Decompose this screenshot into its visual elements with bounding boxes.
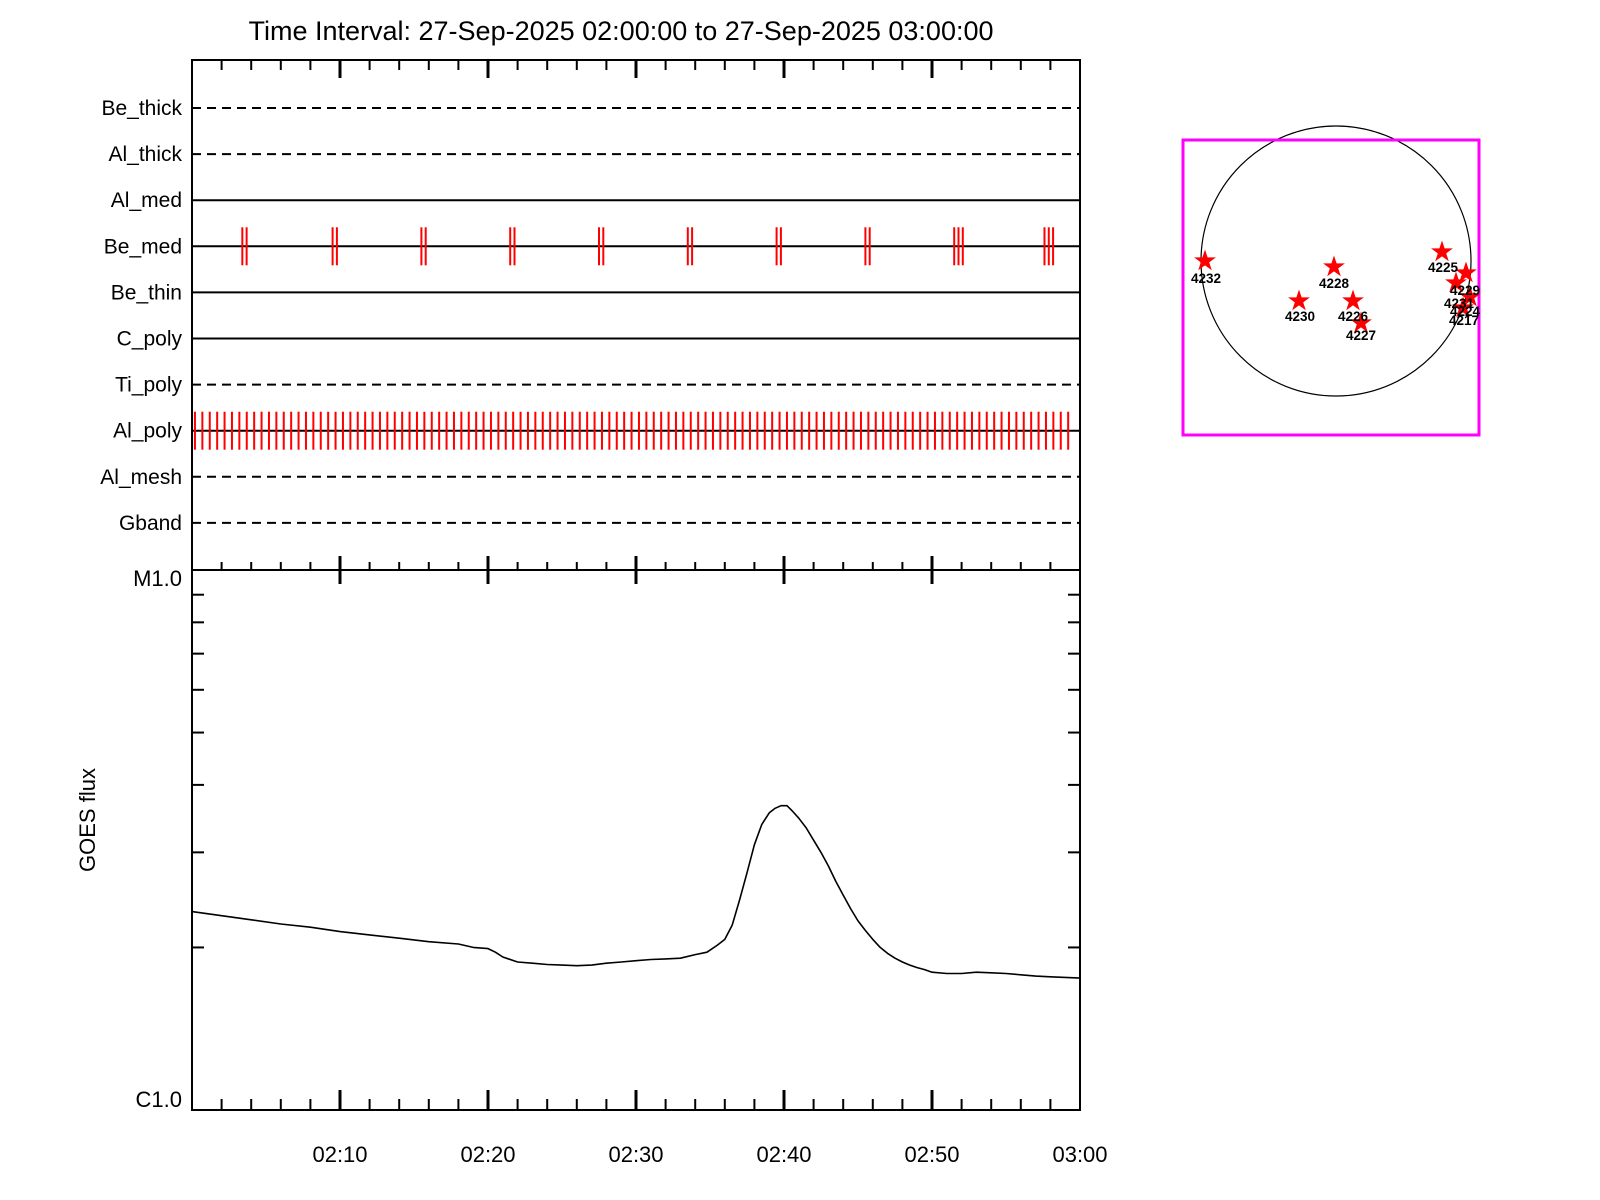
goes-x-tick-label: 02:40 <box>756 1142 811 1167</box>
active-region-label-4229: 4229 <box>1450 283 1480 298</box>
active-region-star-4231 <box>1445 271 1467 293</box>
fov-box <box>1181 138 1481 437</box>
filter-label-Be_thin: Be_thin <box>111 281 182 304</box>
filter-label-Ti_poly: Ti_poly <box>115 374 182 397</box>
active-region-star-4227 <box>1350 311 1372 333</box>
goes-x-tick-label: 02:20 <box>460 1142 515 1167</box>
goes-frame <box>191 569 1081 1111</box>
active-region-label-4217: 4217 <box>1449 313 1479 328</box>
goes-x-tick-label: 02:50 <box>904 1142 959 1167</box>
active-region-label-4226: 4226 <box>1338 309 1369 324</box>
goes-x-tick-label: 02:10 <box>312 1142 367 1167</box>
active-region-label-4224: 4224 <box>1450 304 1481 319</box>
active-region-star-4228 <box>1323 255 1345 277</box>
goes-ytop-label: M1.0 <box>133 566 182 591</box>
active-region-label-4228: 4228 <box>1319 276 1350 291</box>
goes-flux-curve <box>191 804 1081 979</box>
filter-label-Al_mesh: Al_mesh <box>100 466 182 489</box>
active-region-label-4230: 4230 <box>1285 309 1315 324</box>
active-region-label-4227: 4227 <box>1346 328 1376 343</box>
active-region-star-4229 <box>1455 261 1477 283</box>
filter-label-Be_med: Be_med <box>104 235 182 258</box>
timeline-frame <box>191 59 1081 571</box>
active-region-label-4232: 4232 <box>1191 271 1221 286</box>
active-region-star-4225 <box>1431 240 1453 262</box>
goes-axis-title: GOES flux <box>75 768 100 872</box>
goes-ybottom-label: C1.0 <box>136 1087 182 1112</box>
plot-title: Time Interval: 27-Sep-2025 02:00:00 to 2… <box>248 16 994 46</box>
filter-label-Gband: Gband <box>119 512 182 535</box>
active-region-star-4230 <box>1288 289 1310 311</box>
active-region-star-4226 <box>1342 289 1364 311</box>
filter-label-Al_thick: Al_thick <box>108 143 182 166</box>
active-region-star-4232 <box>1194 249 1216 271</box>
active-region-star-4224 <box>1459 285 1481 307</box>
active-region-label-4225: 4225 <box>1428 260 1459 275</box>
active-region-star-4217 <box>1452 296 1474 318</box>
filter-label-Al_poly: Al_poly <box>113 420 182 443</box>
active-region-label-4231: 4231 <box>1444 296 1475 311</box>
goes-x-tick-label: 03:00 <box>1052 1142 1107 1167</box>
goes-x-tick-label: 02:30 <box>608 1142 663 1167</box>
filter-label-C_poly: C_poly <box>117 328 183 351</box>
filter-label-Be_thick: Be_thick <box>101 97 182 120</box>
filter-label-Al_med: Al_med <box>111 189 182 212</box>
